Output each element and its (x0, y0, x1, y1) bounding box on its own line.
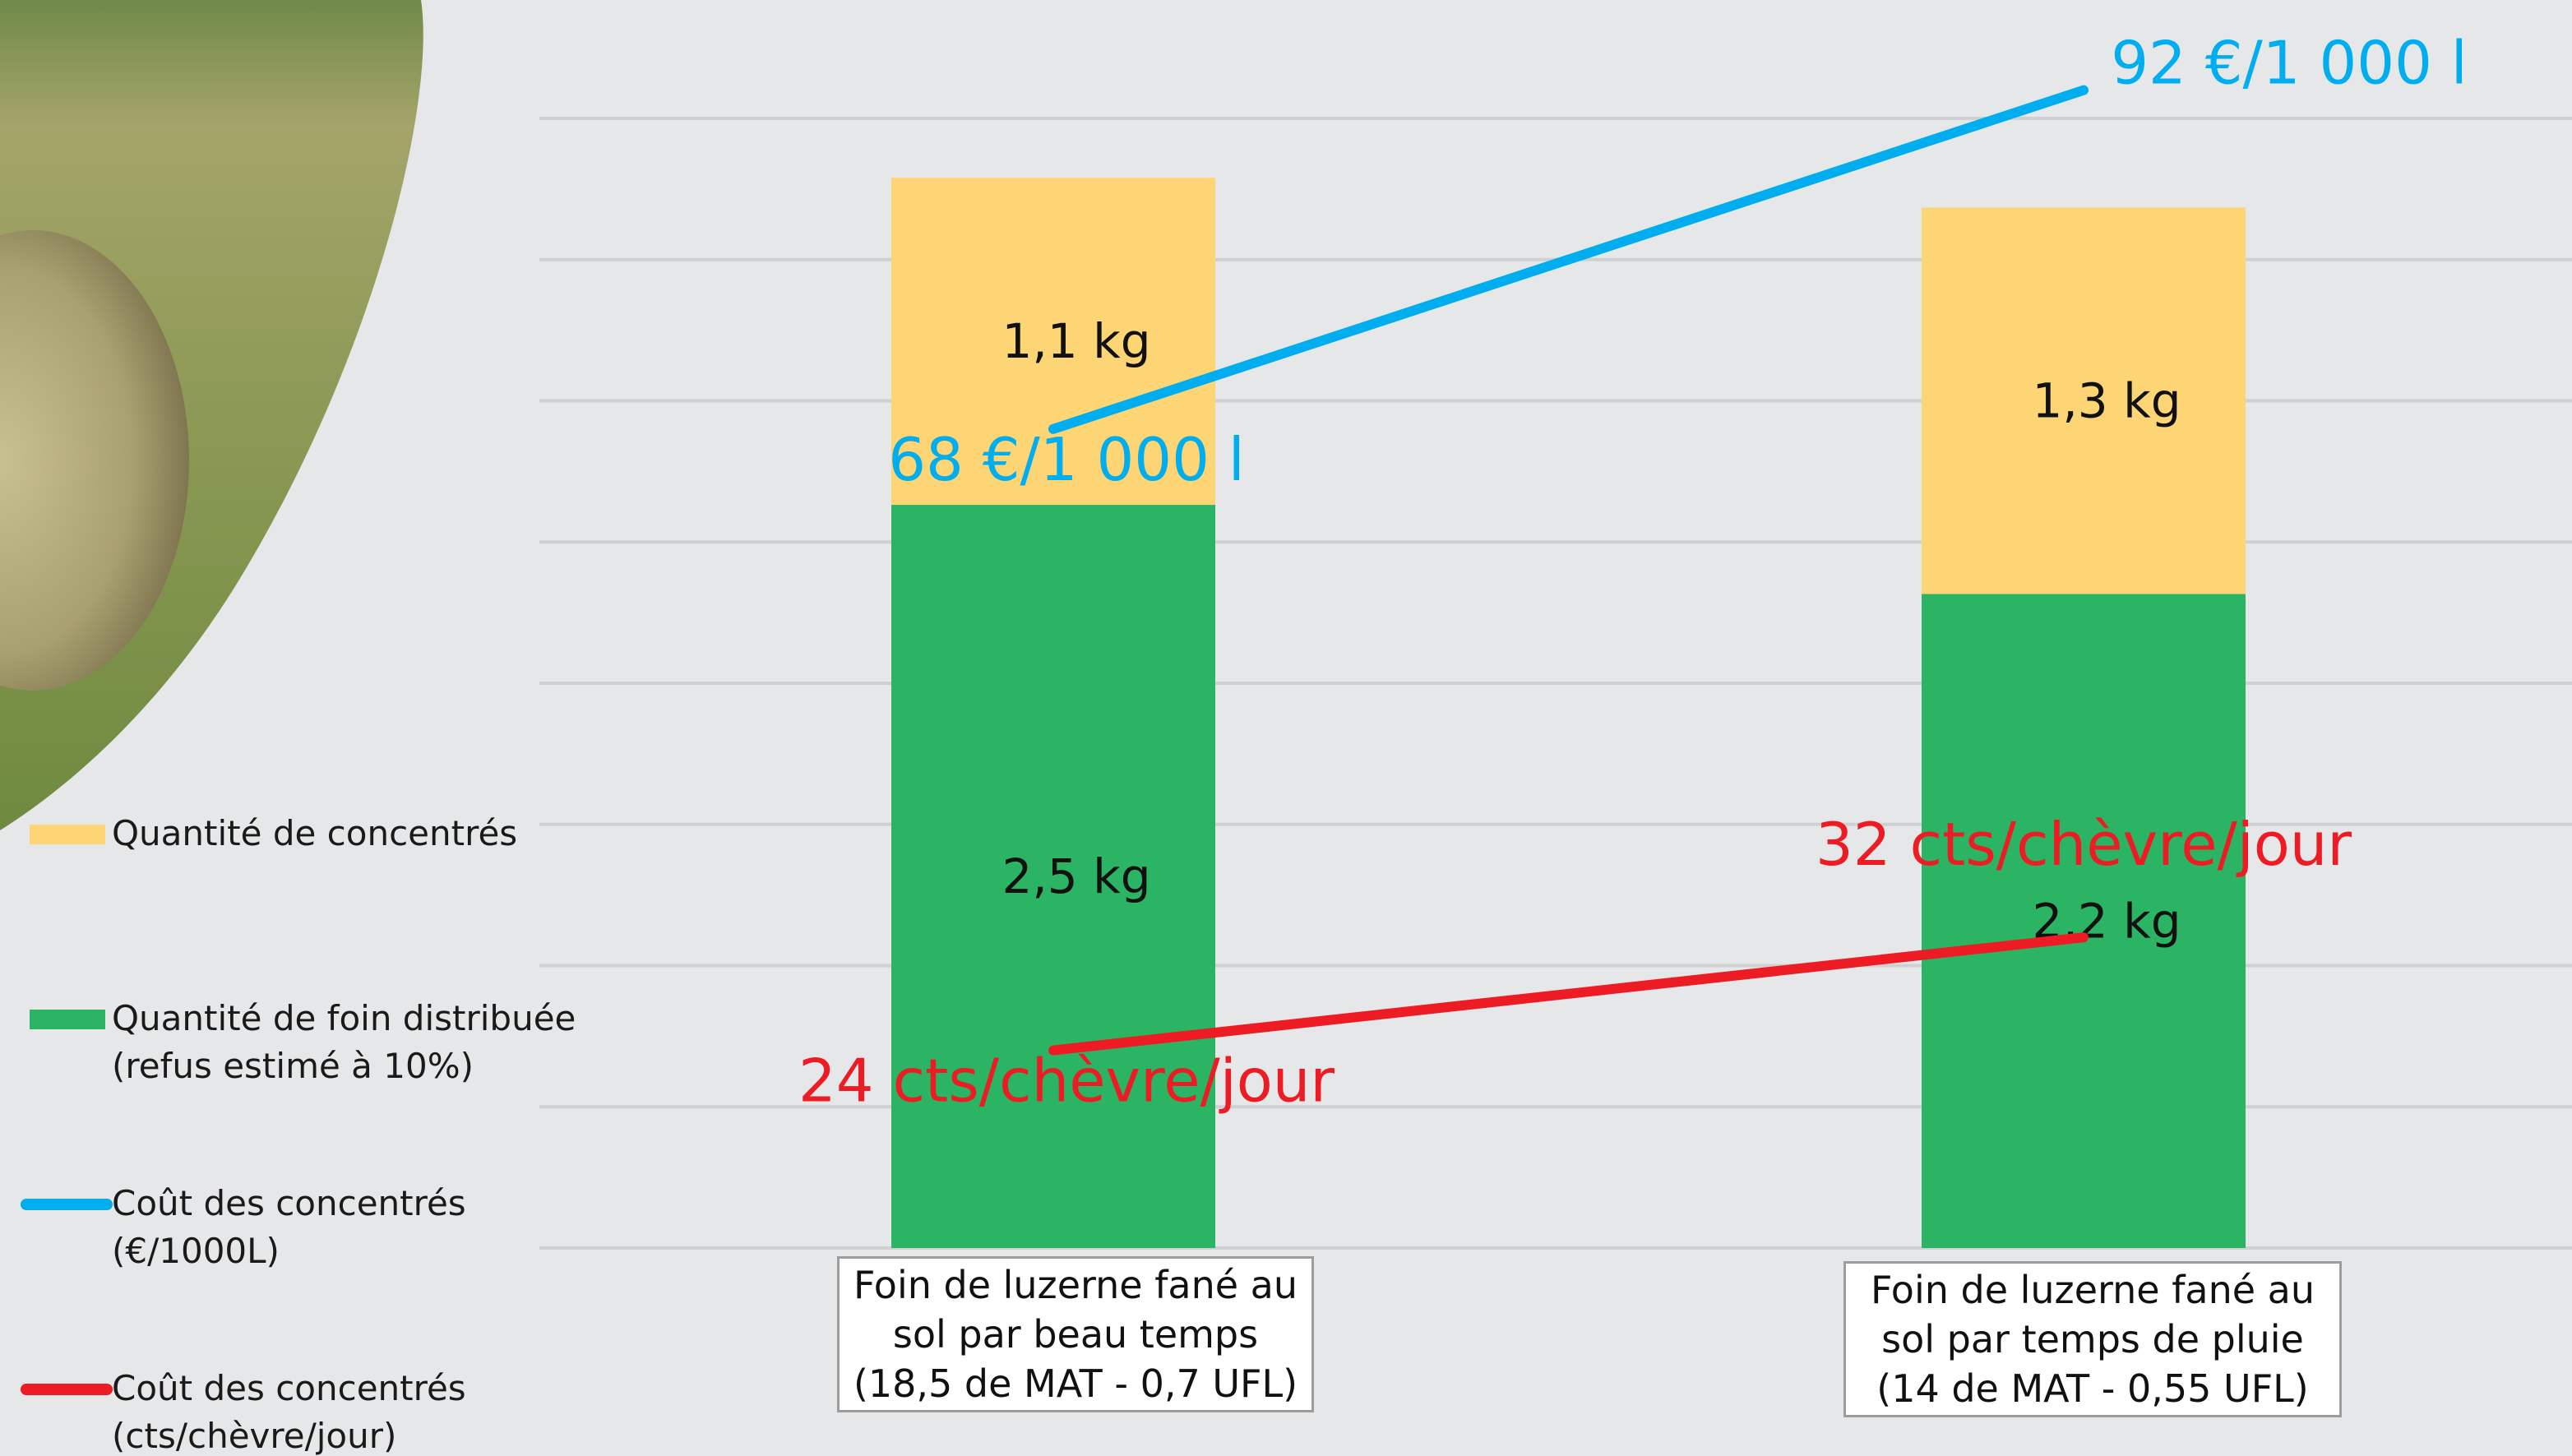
page: 2,5 kg1,1 kg2,2 kg1,3 kg68 €/1 000 l92 €… (0, 0, 2572, 1456)
legend-entry: Coût des concentrés (€/1000L) (112, 1180, 466, 1275)
line-value-label: 68 €/1 000 l (888, 425, 1245, 494)
line-value-label: 92 €/1 000 l (2111, 29, 2468, 98)
value-label: 1,1 kg (1002, 313, 1150, 369)
category-label: Foin de luzerne fané au sol par beau tem… (837, 1256, 1314, 1412)
legend-entry: Quantité de foin distribuée (refus estim… (112, 995, 576, 1090)
legend-swatch (30, 1010, 105, 1029)
value-label: 1,3 kg (2032, 373, 2181, 429)
line-value-label: 32 cts/chèvre/jour (1816, 810, 2352, 879)
category-label: Foin de luzerne fané au sol par temps de… (1843, 1261, 2342, 1417)
legend-entry: Coût des concentrés (cts/chèvre/jour) (112, 1365, 466, 1456)
legend-entry: Quantité de concentrés (112, 810, 517, 857)
line-value-label: 24 cts/chèvre/jour (798, 1047, 1335, 1116)
legend-swatch (30, 825, 105, 844)
value-label: 2,5 kg (1002, 848, 1150, 904)
